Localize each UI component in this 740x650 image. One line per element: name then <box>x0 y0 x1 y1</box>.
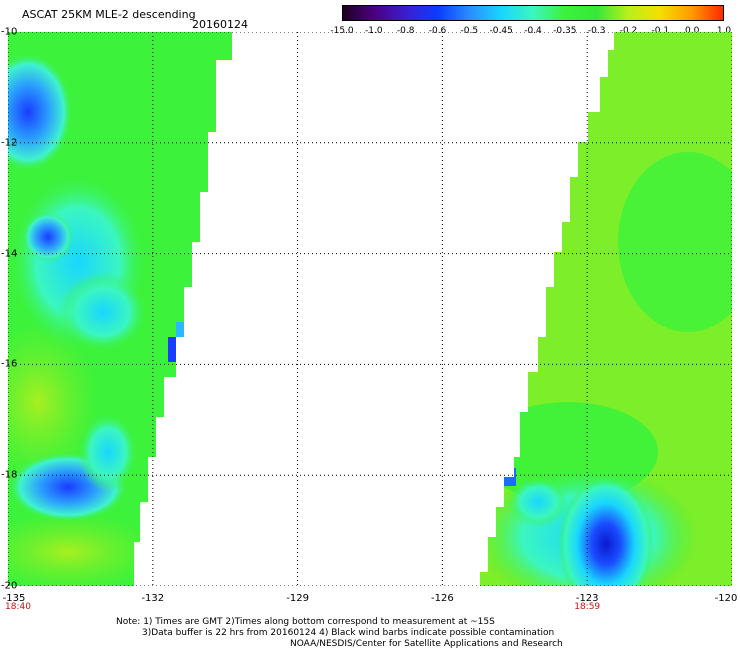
latitude-label: -20 <box>1 580 18 592</box>
colorbar-tick-label: -0.35 <box>553 26 577 36</box>
colorbar-tick-label: -0.1 <box>651 26 670 36</box>
longitude-label: -126 <box>431 593 454 604</box>
colorbar-tick-label: 1.0 <box>716 26 732 36</box>
colorbar-tick-label: -0.8 <box>396 26 415 36</box>
product-date: 20160124 <box>192 18 248 31</box>
colorbar-tick-label: -0.6 <box>428 26 447 36</box>
colorbar-tick-label: -1.0 <box>365 26 383 36</box>
colorbar-tick-label: -0.4 <box>524 26 542 36</box>
colorbar-tick-label: -0.5 <box>460 26 479 36</box>
longitude-label: -132 <box>141 593 165 604</box>
colorbar-tick-label: -0.2 <box>619 26 638 36</box>
time-label: 18:40 <box>5 602 31 612</box>
colorbar-tick-label: -0.45 <box>489 26 513 36</box>
latitude-label: -10 <box>1 26 18 38</box>
colorbar-tick-label: 0.0 <box>684 26 700 36</box>
lat-lon-grid <box>8 32 732 586</box>
west-swath <box>8 32 232 586</box>
note-line-1: Note: 1) Times are GMT 2)Times along bot… <box>116 617 495 627</box>
colorbar-tick-label: -0.3 <box>587 26 606 36</box>
longitude-label: -135 <box>2 593 26 604</box>
longitude-label: -123 <box>575 593 599 604</box>
latitude-label: -12 <box>1 137 18 149</box>
east-swath <box>480 32 732 586</box>
latitude-label: -14 <box>1 248 18 260</box>
time-label: 18:59 <box>574 602 601 612</box>
note-line-3: NOAA/NESDIS/Center for Satellite Applica… <box>290 639 563 649</box>
note-line-2: 3)Data buffer is 22 hrs from 20160124 4)… <box>142 628 555 638</box>
colorbar-tick-label: -15.0 <box>330 26 354 36</box>
swath-map <box>8 32 732 586</box>
latitude-label: -16 <box>1 358 18 370</box>
longitude-label: -129 <box>286 593 309 604</box>
longitude-label: -120 <box>714 593 738 604</box>
colorbar <box>342 5 724 21</box>
product-title: ASCAT 25KM MLE-2 descending <box>22 8 196 21</box>
latitude-label: -18 <box>1 469 18 481</box>
